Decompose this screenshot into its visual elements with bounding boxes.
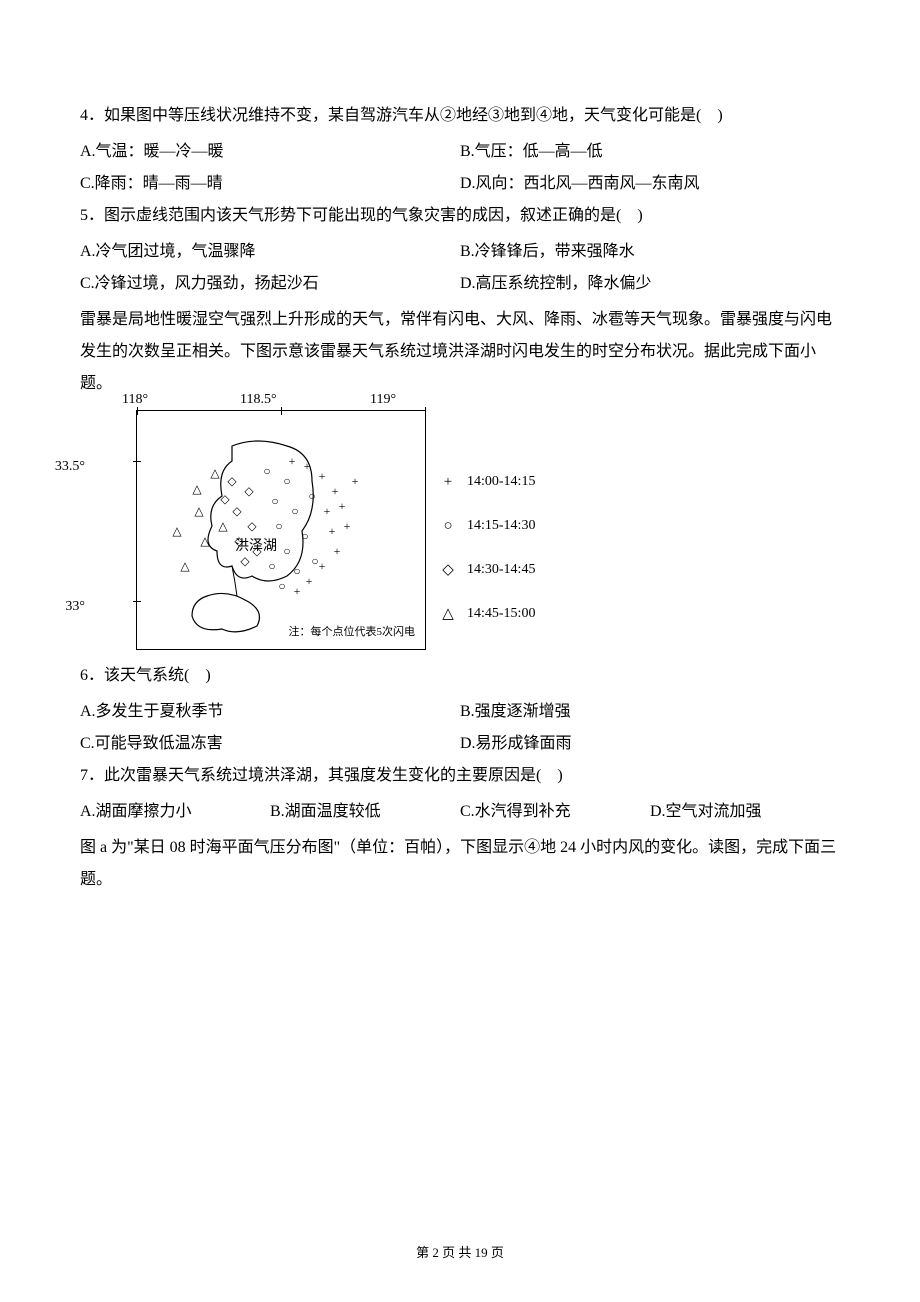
lightning-point: ○ xyxy=(291,505,298,517)
lightning-point: ○ xyxy=(283,545,290,557)
q6-option-c: C.可能导致低温冻害 xyxy=(80,728,460,760)
lightning-point: ○ xyxy=(301,530,308,542)
lightning-point: ◇ xyxy=(232,505,241,517)
q4-option-b: B.气压：低—高—低 xyxy=(460,136,840,168)
q5-option-b: B.冷锋锋后，带来强降水 xyxy=(460,236,840,268)
ytick-0: 33.5° xyxy=(55,453,85,481)
legend-label-2: 14:30-14:45 xyxy=(467,560,535,580)
lightning-point: ○ xyxy=(311,555,318,567)
lightning-point: △ xyxy=(194,505,203,517)
lightning-point: + xyxy=(289,455,296,467)
q7-option-b: B.湖面温度较低 xyxy=(270,796,460,828)
lightning-point: ○ xyxy=(293,565,300,577)
question-6-stem: 6．该天气系统( ) xyxy=(80,660,840,692)
figure-lightning-map: 118° 118.5° 119° 33.5° 33° △△△△△△△◇◇◇◇◇◇… xyxy=(80,410,840,650)
passage-pressure-map: 图 a 为"某日 08 时海平面气压分布图"（单位：百帕），下图显示④地 24 … xyxy=(80,832,840,896)
lightning-point: △ xyxy=(218,520,227,532)
lightning-point: + xyxy=(344,520,351,532)
lightning-point: + xyxy=(329,525,336,537)
q7-option-c: C.水汽得到补充 xyxy=(460,796,650,828)
question-5-stem: 5．图示虚线范围内该天气形势下可能出现的气象灾害的成因，叙述正确的是( ) xyxy=(80,200,840,232)
map-box: 33.5° 33° △△△△△△△◇◇◇◇◇◇◇◇○○○○○○○○○○○○+++… xyxy=(136,410,426,650)
q7-option-a: A.湖面摩擦力小 xyxy=(80,796,270,828)
q6-option-d: D.易形成锋面雨 xyxy=(460,728,840,760)
lightning-point: + xyxy=(319,470,326,482)
lightning-point: ○ xyxy=(263,465,270,477)
lightning-point: + xyxy=(339,500,346,512)
legend-sym-1: ○ xyxy=(435,516,461,537)
lightning-point: + xyxy=(334,545,341,557)
question-4-stem: 4．如果图中等压线状况维持不变，某自驾游汽车从②地经③地到④地，天气变化可能是(… xyxy=(80,100,840,132)
q5-option-c: C.冷锋过境，风力强劲，扬起沙石 xyxy=(80,268,460,300)
lightning-point: ○ xyxy=(275,520,282,532)
q7-option-d: D.空气对流加强 xyxy=(650,796,840,828)
lightning-point: ○ xyxy=(278,580,285,592)
lightning-point: ○ xyxy=(271,495,278,507)
lightning-point: + xyxy=(319,560,326,572)
lightning-point: △ xyxy=(200,535,209,547)
lightning-point: + xyxy=(332,485,339,497)
q4-option-a: A.气温：暖—冷—暖 xyxy=(80,136,460,168)
lightning-point: ○ xyxy=(268,560,275,572)
lightning-point: ◇ xyxy=(247,520,256,532)
legend-sym-3: △ xyxy=(435,604,461,625)
q5-option-a: A.冷气团过境，气温骤降 xyxy=(80,236,460,268)
q4-option-c: C.降雨：晴—雨—晴 xyxy=(80,168,460,200)
lightning-point: + xyxy=(304,460,311,472)
lightning-point: △ xyxy=(210,467,219,479)
lightning-point: △ xyxy=(172,525,181,537)
lightning-point: △ xyxy=(180,560,189,572)
legend-label-0: 14:00-14:15 xyxy=(467,472,535,492)
lightning-point: ○ xyxy=(308,490,315,502)
lightning-point: ◇ xyxy=(244,485,253,497)
legend-label-1: 14:15-14:30 xyxy=(467,516,535,536)
page-footer: 第 2 页 共 19 页 xyxy=(0,1240,920,1266)
q5-option-d: D.高压系统控制，降水偏少 xyxy=(460,268,840,300)
legend: +14:00-14:15 ○ 14:15-14:30 ◇ 14:30-14:45 △… xyxy=(435,460,535,636)
legend-sym-2: ◇ xyxy=(435,560,461,581)
lightning-point: + xyxy=(324,505,331,517)
lightning-point: △ xyxy=(192,483,201,495)
passage-thunderstorm: 雷暴是局地性暖湿空气强烈上升形成的天气，常伴有闪电、大风、降雨、冰雹等天气现象。… xyxy=(80,304,840,400)
lightning-point: + xyxy=(294,585,301,597)
lake-label: 洪泽湖 xyxy=(235,533,277,561)
q6-option-a: A.多发生于夏秋季节 xyxy=(80,696,460,728)
q4-option-d: D.风向：西北风—西南风—东南风 xyxy=(460,168,840,200)
lightning-point: + xyxy=(352,475,359,487)
ytick-1: 33° xyxy=(65,593,85,621)
legend-label-3: 14:45-15:00 xyxy=(467,604,535,624)
lightning-point: ◇ xyxy=(220,493,229,505)
question-7-stem: 7．此次雷暴天气系统过境洪泽湖，其强度发生变化的主要原因是( ) xyxy=(80,760,840,792)
figure-note: 注：每个点位代表5次闪电 xyxy=(289,621,416,643)
legend-sym-0: + xyxy=(435,472,461,493)
lightning-point: ◇ xyxy=(227,475,236,487)
lightning-point: ○ xyxy=(283,475,290,487)
q6-option-b: B.强度逐渐增强 xyxy=(460,696,840,728)
lightning-point: + xyxy=(306,575,313,587)
